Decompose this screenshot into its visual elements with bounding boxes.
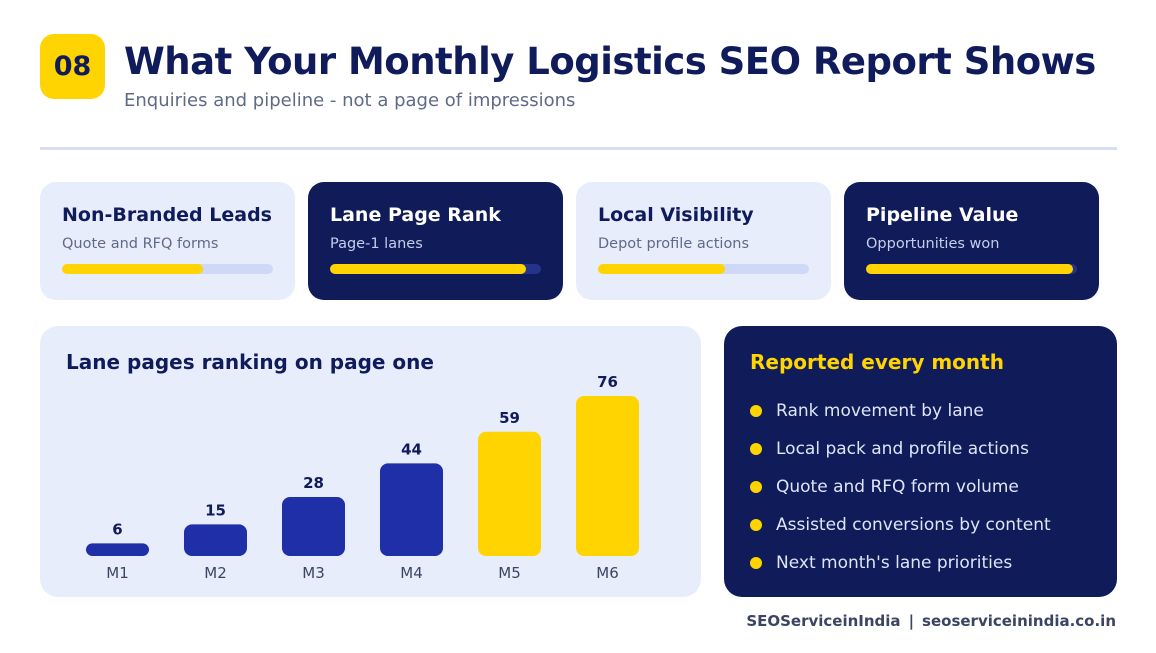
bullet-dot-icon <box>750 405 762 417</box>
kpi-subtitle: Opportunities won <box>866 236 1000 252</box>
list-item-label: Assisted conversions by content <box>776 515 1051 535</box>
kpi-subtitle: Page-1 lanes <box>330 236 423 252</box>
list-item: Assisted conversions by content <box>750 506 1051 544</box>
bar-m4 <box>380 463 443 556</box>
kpi-progress-fill <box>598 264 725 274</box>
footer-url[interactable]: seoserviceinindia.co.in <box>922 612 1116 630</box>
kpi-card-local-visibility: Local Visibility Depot profile actions <box>576 182 831 300</box>
bar-value-label: 59 <box>499 409 520 427</box>
footer-brand: SEOServiceinIndia <box>746 612 901 630</box>
bar-m5 <box>478 431 541 556</box>
bullet-dot-icon <box>750 481 762 493</box>
list-item: Rank movement by lane <box>750 392 1051 430</box>
x-tick-label: M3 <box>302 564 325 582</box>
kpi-progress-fill <box>866 264 1073 274</box>
x-tick-label: M2 <box>204 564 227 582</box>
bullet-dot-icon <box>750 557 762 569</box>
chart-title: Lane pages ranking on page one <box>66 350 434 374</box>
bar-m6 <box>576 396 639 556</box>
bar-chart: 6 M1 15 M2 28 M3 44 M4 59 M5 76 M6 <box>86 373 639 582</box>
x-tick-label: M4 <box>400 564 423 582</box>
x-tick-label: M6 <box>596 564 619 582</box>
page-title: What Your Monthly Logistics SEO Report S… <box>124 40 1096 83</box>
kpi-card-lane-page-rank: Lane Page Rank Page-1 lanes <box>308 182 563 300</box>
bar-value-label: 15 <box>205 501 226 519</box>
bar-value-label: 44 <box>401 440 422 458</box>
bullet-dot-icon <box>750 519 762 531</box>
page-subtitle: Enquiries and pipeline - not a page of i… <box>124 90 576 111</box>
kpi-title: Lane Page Rank <box>330 204 501 226</box>
reported-every-month-card: Reported every month Rank movement by la… <box>724 326 1117 597</box>
footer-separator: | <box>908 612 915 630</box>
kpi-subtitle: Depot profile actions <box>598 236 750 252</box>
kpi-card-pipeline-value: Pipeline Value Opportunities won <box>844 182 1099 300</box>
bar-chart-card: 6 M1 15 M2 28 M3 44 M4 59 M5 76 M6 Lane pages ranki… <box>40 326 701 597</box>
reported-title: Reported every month <box>750 350 1004 374</box>
kpi-subtitle: Quote and RFQ forms <box>62 236 219 252</box>
kpi-title: Non-Branded Leads <box>62 204 272 226</box>
kpi-progress-track <box>330 264 541 274</box>
kpi-progress-track <box>62 264 273 274</box>
list-item-label: Next month's lane priorities <box>776 553 1013 573</box>
section-number-badge: 08 <box>40 34 105 99</box>
kpi-progress-track <box>598 264 809 274</box>
bullet-dot-icon <box>750 443 762 455</box>
list-item-label: Rank movement by lane <box>776 401 984 421</box>
reported-list: Rank movement by lane Local pack and pro… <box>750 392 1051 582</box>
bar-m2 <box>184 524 247 556</box>
kpi-progress-fill <box>330 264 527 274</box>
list-item-label: Quote and RFQ form volume <box>776 477 1019 497</box>
x-tick-label: M1 <box>106 564 129 582</box>
bar-value-label: 6 <box>112 520 122 538</box>
bar-m1 <box>86 543 149 556</box>
list-item-label: Local pack and profile actions <box>776 439 1029 459</box>
bar-value-label: 28 <box>303 474 324 492</box>
bar-m3 <box>282 497 345 556</box>
list-item: Local pack and profile actions <box>750 430 1051 468</box>
header-divider <box>40 147 1117 150</box>
kpi-progress-fill <box>62 264 204 274</box>
footer: SEOServiceinIndia | seoserviceinindia.co.i… <box>746 612 1116 630</box>
list-item: Quote and RFQ form volume <box>750 468 1051 506</box>
kpi-card-non-branded-leads: Non-Branded Leads Quote and RFQ forms <box>40 182 295 300</box>
kpi-progress-track <box>866 264 1077 274</box>
bar-value-label: 76 <box>597 373 618 391</box>
x-tick-label: M5 <box>498 564 521 582</box>
kpi-title: Local Visibility <box>598 204 754 226</box>
kpi-title: Pipeline Value <box>866 204 1019 226</box>
list-item: Next month's lane priorities <box>750 544 1051 582</box>
